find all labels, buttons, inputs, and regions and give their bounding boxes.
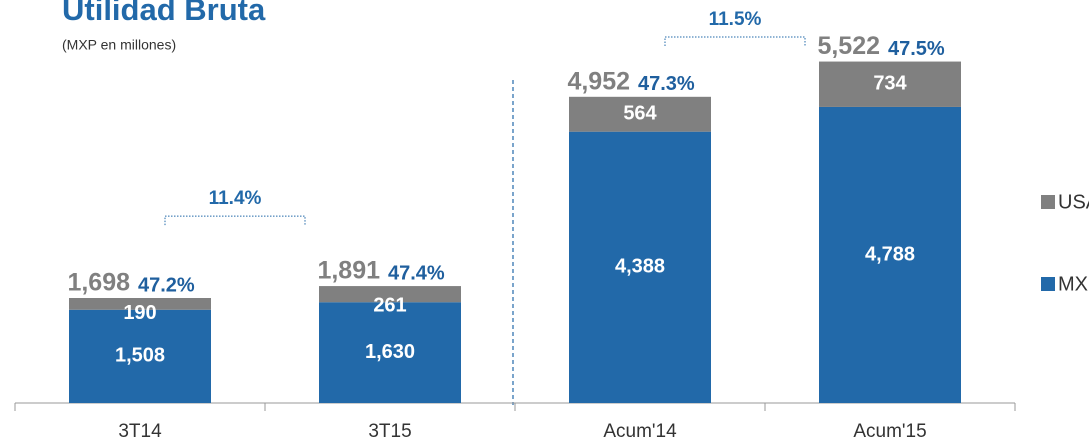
x-tick-label: Acum'15	[853, 421, 926, 442]
total-label: 4,952	[567, 67, 630, 95]
growth-label: 11.4%	[209, 188, 262, 209]
bar-segment	[569, 96, 711, 132]
total-label: 1,891	[317, 257, 380, 285]
bar-segment	[569, 131, 711, 403]
bar-segment	[69, 309, 211, 403]
growth-bracket	[664, 36, 806, 46]
total-label: 5,522	[817, 32, 880, 60]
total-label: 1,698	[67, 269, 130, 297]
chart-subtitle: (MXP en millones)	[62, 37, 176, 53]
value-label: 1,508	[115, 345, 165, 367]
x-tick-label: 3T15	[368, 421, 411, 442]
value-label: 261	[373, 294, 406, 316]
bar-segment	[69, 298, 211, 310]
value-label: 4,388	[615, 256, 665, 278]
growth-bracket	[164, 215, 306, 226]
growth-label: 11.5%	[709, 9, 762, 30]
value-label: 190	[123, 302, 156, 324]
legend-swatch	[1041, 277, 1055, 291]
value-label: 1,630	[365, 341, 415, 363]
x-tick-label: Acum'14	[603, 421, 677, 442]
bar-segment	[319, 286, 461, 303]
bar-segment	[819, 61, 961, 107]
bar-segment	[319, 302, 461, 403]
value-label: 564	[623, 103, 657, 125]
margin-label: 47.5%	[888, 38, 945, 60]
chart-title: Utilidad Bruta	[62, 0, 266, 27]
legend-label: MX	[1058, 273, 1088, 295]
value-label: 734	[873, 73, 907, 95]
margin-label: 47.4%	[388, 262, 445, 284]
margin-label: 47.2%	[138, 274, 195, 296]
legend-swatch	[1041, 195, 1055, 209]
margin-label: 47.3%	[638, 73, 695, 95]
legend-label: USA	[1058, 191, 1089, 213]
value-label: 4,788	[865, 243, 915, 265]
x-tick-label: 3T14	[118, 421, 162, 442]
bar-segment	[819, 106, 961, 403]
